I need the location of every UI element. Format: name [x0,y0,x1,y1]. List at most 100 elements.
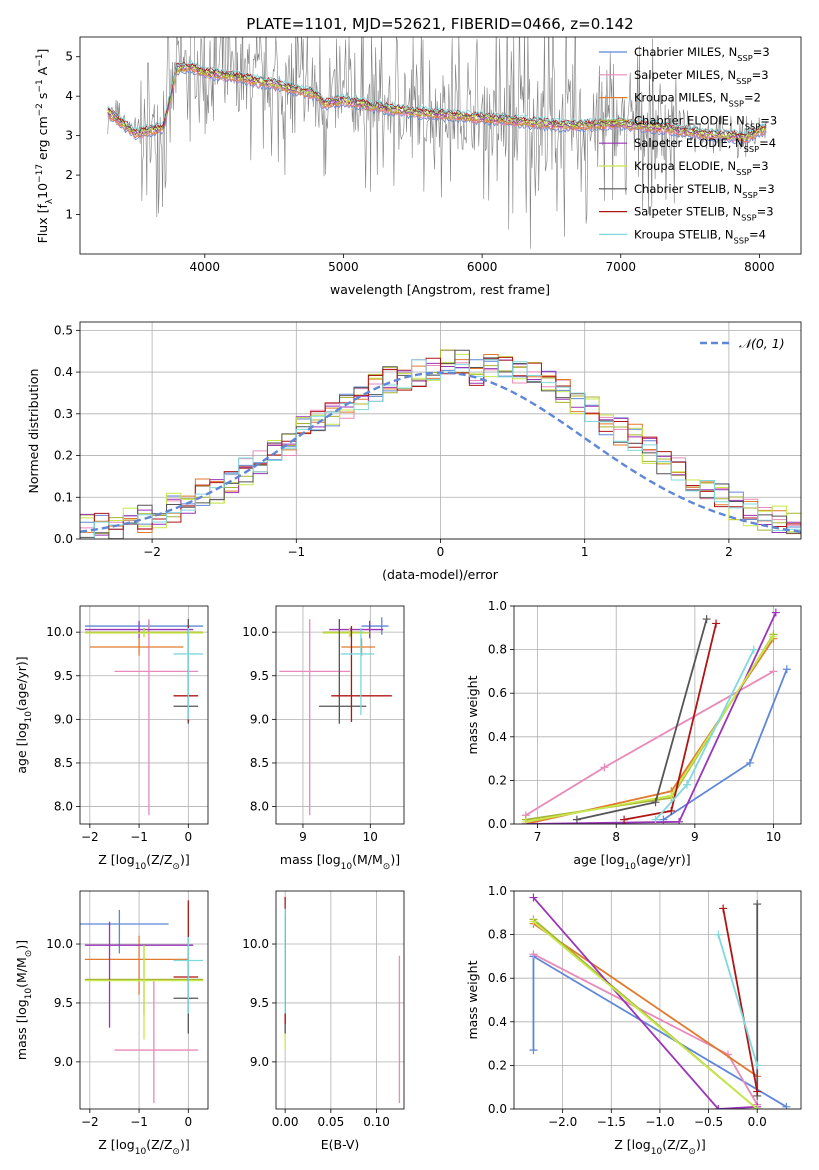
marker-salpeter_stelib [620,815,629,824]
plot-area [107,37,767,249]
y-axis-label: Normed distribution [26,369,41,494]
model-spectrum-kroupa_miles [107,66,767,143]
y-tick-label: 0.8 [488,928,507,942]
cumulative-line-kroupa_miles [532,922,758,1078]
x-axis-label: mass [log10(M/M⊙)] [280,852,400,872]
y-tick-label: 9.5 [54,996,73,1010]
cumulative-line-salpeter_stelib [623,623,717,821]
marker-kroupa_stelib [651,815,660,824]
marker-kroupa_stelib [682,780,691,789]
x-tick-label: 0.0 [748,1115,767,1129]
legend-entry: Chabrier ELODIE, NSSP=3 [634,113,777,131]
marker-salpeter_stelib [753,1087,762,1096]
plot-area [529,893,791,1109]
marker-chabrier_miles [782,1102,791,1109]
legend-entry: 𝒩(0, 1) [739,336,785,351]
marker-chabrier_stelib [651,798,660,807]
cumulative-line-kroupa_stelib [717,934,759,1066]
y-tick-label: 5 [65,50,73,64]
y-axis-label: mass weight [465,960,480,1039]
y-tick-label: 0.0 [488,817,507,831]
y-tick-label: 8.5 [250,756,269,770]
y-tick-label: 0.5 [54,323,73,337]
axes-cumulative_z: −2.0 −1.5 −1.0 −0.5 0.0 0.0 0.2 0.4 0.6 0.8 1.0 Z [… [465,884,802,1157]
marker-salpeter_miles [529,950,538,959]
y-tick-label: 1.0 [488,599,507,613]
axes-frame [513,605,802,825]
marker-kroupa_elodie [753,1105,762,1109]
axes-frame [79,605,209,825]
x-tick-label: 8 [612,830,620,844]
legend-entry: Chabrier STELIB, NSSP=3 [634,182,775,200]
y-tick-label: 0.1 [54,490,73,504]
x-tick-label: −1 [130,830,148,844]
gridlines [276,606,404,824]
y-axis-label: mass [log10(M/M⊙)] [14,940,34,1060]
x-axis-label: wavelength [Angstrom, rest frame] [330,282,550,297]
marker-chabrier_miles [745,758,754,767]
cumulative-line-kroupa_stelib [654,649,755,821]
cumulative-line-salpeter_elodie [532,896,758,1109]
marker-salpeter_stelib [719,904,728,913]
x-tick-label: 0 [437,545,445,559]
marker-salpeter_elodie [529,893,538,902]
x-tick-label: 9 [299,830,307,844]
model-spectrum-kroupa_stelib [107,59,767,135]
x-tick-label: 10 [766,830,781,844]
y-axis-label: age [log10(age/yr)] [14,656,34,773]
y-tick-label: 8.0 [54,800,73,814]
y-axis-label: Flux [fλ10−17 erg cm−2 s−1 A−1] [35,49,55,244]
marker-kroupa_elodie [529,917,538,926]
axes-frame [79,36,802,255]
x-tick-label: 7000 [605,260,636,274]
axes-frame [513,890,802,1110]
cumulative-line-kroupa_elodie [525,636,774,823]
x-tick-label: 0 [184,830,192,844]
legend-entry: Chabrier MILES, NSSP=3 [634,45,770,63]
legend-entry: Kroupa ELODIE, NSSP=3 [634,159,769,177]
y-tick-label: 3 [65,129,73,143]
x-axis-label: E(B-V) [321,1137,360,1152]
figure-title: PLATE=1101, MJD=52621, FIBERID=0466, z=0… [246,15,633,33]
marker-kroupa_elodie [768,632,777,641]
x-tick-label: −1 [130,1115,148,1129]
marker-salpeter_elodie [675,817,684,824]
y-tick-label: 0.4 [488,730,507,744]
x-tick-label: −2 [143,545,161,559]
x-tick-label: −1.0 [645,1115,674,1129]
normal-curve [80,371,801,533]
x-tick-label: −2.0 [548,1115,577,1129]
marker-chabrier_stelib [702,615,711,624]
y-tick-label: 9.0 [54,1055,73,1069]
x-axis-label: (data-model)/error [382,567,499,582]
x-tick-label: 2 [725,545,733,559]
y-tick-label: 0.4 [54,365,73,379]
plot-area [284,896,401,1104]
y-tick-label: 10.0 [46,625,73,639]
x-tick-label: −1 [287,545,305,559]
model-spectrum-salpeter_elodie [107,64,767,140]
x-tick-label: −2 [81,830,99,844]
y-tick-label: 10.0 [242,937,269,951]
plot-area [80,900,204,1104]
y-tick-label: 4 [65,89,73,103]
legend-entry: Kroupa STELIB, NSSP=4 [634,227,766,245]
gridlines [276,891,404,1109]
x-tick-label: 0.10 [363,1115,390,1129]
marker-salpeter_elodie [771,608,780,617]
y-tick-label: 0.2 [488,1058,507,1072]
axes-frame [275,890,405,1110]
x-tick-label: 0.05 [317,1115,344,1129]
axes-frame [79,890,209,1110]
x-axis-label: age [log10(age/yr)] [573,852,690,872]
cumulative-line-kroupa_miles [525,638,775,824]
y-tick-label: 9.0 [250,1055,269,1069]
hist-kroupa_stelib [80,359,801,539]
y-tick-label: 0.4 [488,1015,507,1029]
x-axis-label: Z [log10(Z/Z⊙)] [98,1137,189,1157]
y-tick-label: 1 [65,208,73,222]
y-tick-label: 0.8 [488,643,507,657]
plot-area [279,617,392,816]
marker-kroupa_elodie [521,817,530,824]
y-tick-label: 0.2 [54,449,73,463]
